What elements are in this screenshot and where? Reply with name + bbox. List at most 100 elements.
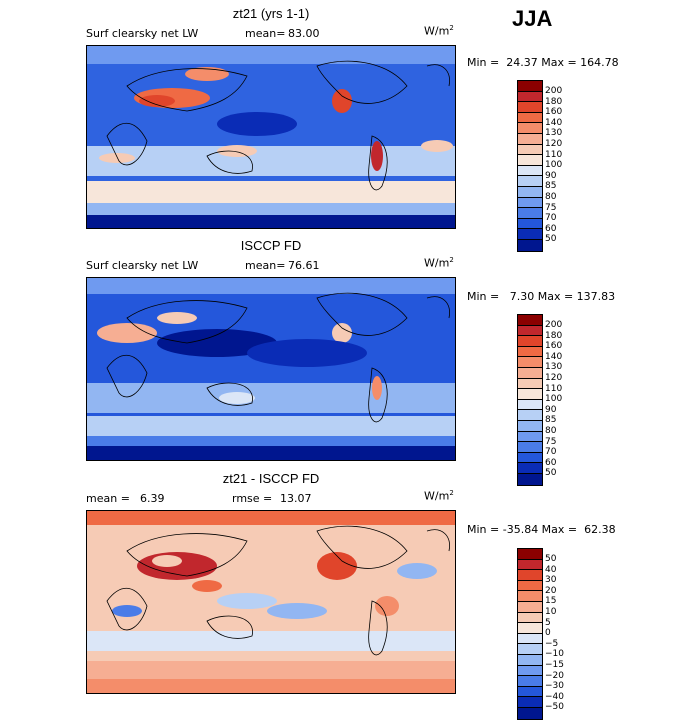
colorbar-tick-label: 70 (545, 447, 557, 458)
colorbar-tick-label: 90 (545, 404, 557, 415)
panel-3-mean-label: mean = (86, 492, 130, 505)
colorbar-tick-label: −5 (545, 638, 559, 649)
colorbar-swatch (518, 420, 542, 432)
colorbar-tick-label: −10 (545, 649, 564, 660)
panel-2-mean-label: mean= (245, 259, 286, 272)
panel-3-field-plot (87, 511, 455, 693)
colorbar-tick-label: 160 (545, 341, 563, 352)
colorbar-tick-label: 120 (545, 138, 563, 149)
colorbar-swatch (518, 410, 542, 421)
colorbar-tick-label: 140 (545, 351, 563, 362)
colorbar-tick-label: −15 (545, 659, 564, 670)
colorbar-swatch (518, 367, 542, 379)
colorbar-swatch (518, 559, 542, 571)
colorbar-tick-label: 200 (545, 320, 563, 330)
colorbar-swatch (518, 463, 542, 474)
panel-3-colorbar-labels: 50 40 30 20 15 10 5 0 −5 −10 −15 −20 −30 −40 −50 (545, 554, 564, 713)
colorbar-swatch (518, 144, 542, 156)
colorbar-tick-label: 50 (545, 554, 557, 564)
colorbar-tick-label: 130 (545, 362, 563, 373)
colorbar-swatch (518, 570, 542, 581)
panel-2-colorbar (517, 314, 543, 486)
panel-1-colorbar-labels: 200 180 160 140 130 120 110 100 90 85 80 75 70 60 50 (545, 86, 562, 245)
colorbar-swatch (518, 346, 542, 358)
panel-1-colorbar (517, 80, 543, 252)
colorbar-swatch (518, 133, 542, 145)
colorbar-swatch (518, 431, 542, 443)
colorbar-swatch (518, 208, 542, 219)
panel-2-title: ISCCP FD (240, 238, 302, 253)
panel-3-map (86, 510, 456, 694)
colorbar-tick-label: 10 (545, 606, 557, 617)
colorbar-tick-label: 100 (545, 160, 563, 171)
colorbar-tick-label: 5 (545, 617, 551, 628)
colorbar-tick-label: 110 (545, 383, 563, 394)
colorbar-tick-label: 30 (545, 575, 557, 586)
colorbar-swatch (518, 601, 542, 613)
colorbar-tick-label: −20 (545, 670, 564, 681)
panel-1-minmax: Min = 24.37 Max = 164.78 (467, 56, 619, 69)
colorbar-swatch (518, 325, 542, 337)
colorbar-swatch (518, 123, 542, 134)
colorbar-swatch (518, 357, 542, 368)
panel-2-field-plot (87, 278, 455, 460)
panel-1-mean-label: mean= (245, 27, 286, 40)
panel-3-title: zt21 - ISCCP FD (222, 471, 320, 486)
panel-3-units: W/m2 (424, 489, 454, 503)
colorbar-swatch (518, 676, 542, 687)
colorbar-swatch (518, 165, 542, 177)
colorbar-swatch (518, 81, 542, 92)
colorbar-swatch (518, 644, 542, 655)
colorbar-tick-label: 50 (545, 234, 557, 245)
colorbar-swatch (518, 378, 542, 390)
panel-3-colorbar (517, 548, 543, 720)
colorbar-tick-label: 120 (545, 372, 563, 383)
colorbar-swatch (518, 473, 542, 485)
colorbar-tick-label: −40 (545, 691, 564, 702)
colorbar-tick-label: 80 (545, 425, 557, 436)
panel-2-units: W/m2 (424, 256, 454, 270)
colorbar-tick-label: −50 (545, 702, 564, 713)
colorbar-tick-label: 80 (545, 191, 557, 202)
colorbar-swatch (518, 218, 542, 230)
colorbar-tick-label: 0 (545, 628, 551, 639)
colorbar-swatch (518, 452, 542, 464)
panel-3-minmax: Min = -35.84 Max = 62.38 (467, 523, 616, 536)
colorbar-swatch (518, 612, 542, 624)
colorbar-tick-label: 50 (545, 468, 557, 479)
panel-1-field-plot (87, 46, 455, 228)
colorbar-swatch (518, 239, 542, 251)
panel-1-map (86, 45, 456, 229)
colorbar-tick-label: 160 (545, 107, 563, 118)
panel-1-mean-value: 83.00 (288, 27, 320, 40)
colorbar-swatch (518, 442, 542, 453)
colorbar-tick-label: 180 (545, 96, 563, 107)
colorbar-tick-label: 90 (545, 170, 557, 181)
panel-2-colorbar-labels: 200 180 160 140 130 120 110 100 90 85 80 75 70 60 50 (545, 320, 562, 479)
colorbar-tick-label: 60 (545, 223, 557, 234)
panel-3-rmse-label: rmse = (232, 492, 273, 505)
colorbar-tick-label: 15 (545, 596, 557, 607)
colorbar-swatch (518, 186, 542, 198)
colorbar-swatch (518, 112, 542, 124)
colorbar-tick-label: 75 (545, 202, 557, 213)
colorbar-swatch (518, 197, 542, 209)
colorbar-swatch (518, 654, 542, 666)
colorbar-swatch (518, 697, 542, 708)
panel-2-minmax: Min = 7.30 Max = 137.83 (467, 290, 616, 303)
colorbar-swatch (518, 389, 542, 400)
colorbar-swatch (518, 176, 542, 187)
colorbar-swatch (518, 665, 542, 677)
colorbar-tick-label: 130 (545, 128, 563, 139)
colorbar-swatch (518, 155, 542, 166)
colorbar-tick-label: 140 (545, 117, 563, 128)
colorbar-swatch (518, 229, 542, 240)
colorbar-swatch (518, 91, 542, 103)
colorbar-swatch (518, 399, 542, 411)
colorbar-tick-label: 40 (545, 564, 557, 575)
colorbar-tick-label: 180 (545, 330, 563, 341)
colorbar-tick-label: 85 (545, 415, 557, 426)
colorbar-tick-label: 85 (545, 181, 557, 192)
panel-3-mean-value: 6.39 (140, 492, 165, 505)
colorbar-tick-label: 20 (545, 585, 557, 596)
